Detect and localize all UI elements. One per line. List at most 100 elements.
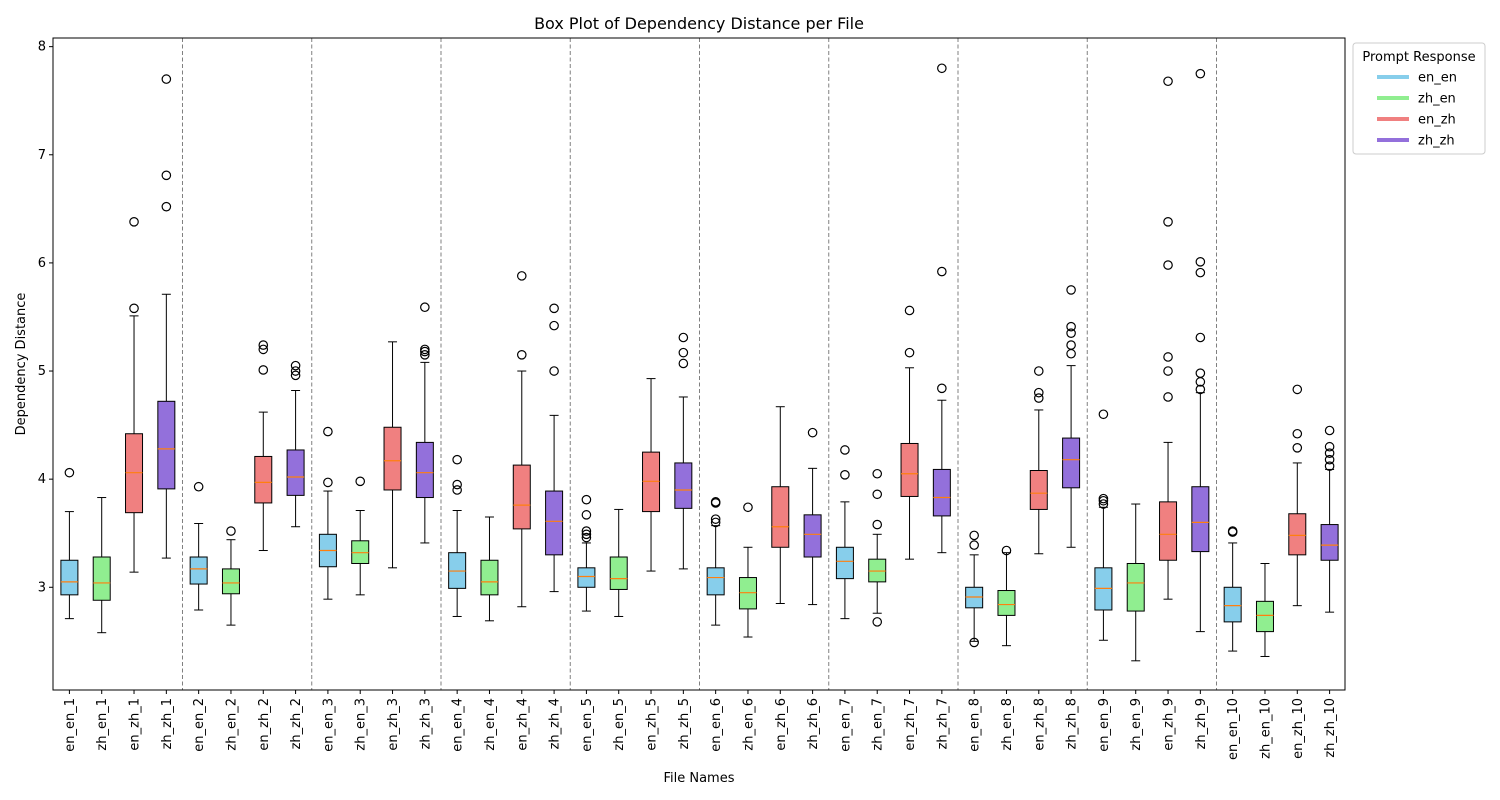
outlier-point [1324,454,1335,465]
outlier-point [452,485,462,495]
box-en_en_9 [1094,409,1113,641]
outlier-point [355,476,366,487]
box-body [545,490,564,556]
outlier-point [1195,68,1206,79]
x-tick-label: en_en_2 [192,698,207,752]
x-tick-label: zh_en_3 [354,698,369,751]
box-zh_zh_3 [415,302,434,544]
x-tick-label: en_zh_1 [128,698,143,751]
outlier-point [1163,217,1173,227]
outlier-point [581,529,592,540]
outlier-point [1292,442,1303,453]
outlier-point [1033,393,1044,403]
box-en_zh_7 [900,305,919,560]
legend-label-en_zh: en_zh [1418,113,1456,128]
x-tick-label: en_en_7 [838,698,853,752]
outlier-point [969,637,979,648]
box-zh_en_8 [997,545,1016,647]
box-zh_en_1 [92,497,111,634]
box-zh_en_10 [1255,562,1274,657]
box-zh_en_4 [480,516,499,622]
x-tick-label: en_zh_9 [1162,698,1177,751]
box-body [932,468,951,517]
legend: Prompt Response en_en zh_en en_zh zh_zh [1352,42,1486,155]
x-tick-label: en_en_9 [1097,698,1112,752]
outlier-point [323,426,333,437]
box-body [415,441,434,499]
outlier-point [1098,499,1109,509]
outlier-point [129,217,139,227]
x-tick-label: zh_zh_2 [289,698,304,749]
outlier-point [549,366,559,376]
box-body [1029,470,1048,510]
box-body [189,556,208,585]
box-en_en_10 [1223,526,1242,652]
outlier-point [1163,392,1173,402]
x-tick-label: en_zh_7 [903,698,918,751]
box-zh_zh_8 [1062,285,1081,548]
outlier-point [1163,260,1173,270]
x-tick-label: zh_zh_7 [935,698,950,749]
outlier-point [904,347,915,358]
x-tick-label: zh_en_8 [1000,698,1015,751]
box-body [771,486,790,548]
x-tick-label: en_zh_4 [515,698,530,751]
x-tick-label: en_en_3 [321,698,336,752]
outlier-point [904,305,915,316]
outlier-point [872,489,883,500]
x-tick-label: zh_zh_4 [548,698,563,749]
box-zh_zh_2 [286,360,305,528]
outlier-point [258,365,269,375]
outlier-point [64,467,75,478]
outlier-point [1163,366,1173,376]
x-tick-label: zh_en_4 [483,698,498,751]
outlier-point [872,519,883,530]
legend-label-en_en: en_en [1418,71,1457,86]
outlier-point [452,454,462,465]
outlier-point [290,360,301,371]
outlier-point [226,526,236,536]
outlier-point [581,526,592,536]
box-zh_en_2 [221,526,240,626]
outlier-point [323,477,333,488]
box-en_en_4 [448,454,467,617]
outlier-point [161,170,172,181]
box-body [835,546,854,580]
box-en_en_2 [189,481,208,611]
outlier-point [420,344,430,355]
y-tick-label: 7 [38,148,46,163]
chart-title: Box Plot of Dependency Distance per File [534,14,864,33]
plot-frame [52,37,1346,691]
legend-label-zh_zh: zh_zh [1418,134,1455,149]
x-tick-label: zh_en_1 [95,698,110,751]
box-body [1320,524,1339,561]
box-en_zh_8 [1029,366,1048,555]
box-body [1062,437,1081,489]
outlier-point [1324,461,1335,471]
outlier-point [1324,448,1335,459]
outlier-point [710,497,721,507]
y-tick-label: 6 [38,256,46,271]
outlier-point [1195,384,1206,395]
box-body [60,559,79,596]
box-en_zh_1 [125,217,144,573]
x-tick-label: en_zh_10 [1291,698,1306,759]
box-zh_zh_10 [1320,425,1339,613]
outlier-point [840,445,850,455]
outlier-point [872,617,883,627]
legend-title: Prompt Response [1362,50,1475,65]
outlier-point [1066,340,1076,350]
x-tick-label: zh_en_2 [224,698,239,751]
x-tick-label: zh_zh_9 [1194,698,1209,749]
x-tick-label: zh_en_6 [741,698,756,751]
box-en_en_5 [577,494,596,612]
outlier-point [710,514,721,524]
x-tick-label: en_zh_6 [774,698,789,751]
box-body [512,464,531,530]
plot-area [60,38,1339,690]
outlier-point [1098,409,1109,420]
outlier-point [581,532,592,543]
box-body [1223,586,1242,623]
box-en_zh_2 [254,340,273,552]
box-body [1191,486,1210,553]
